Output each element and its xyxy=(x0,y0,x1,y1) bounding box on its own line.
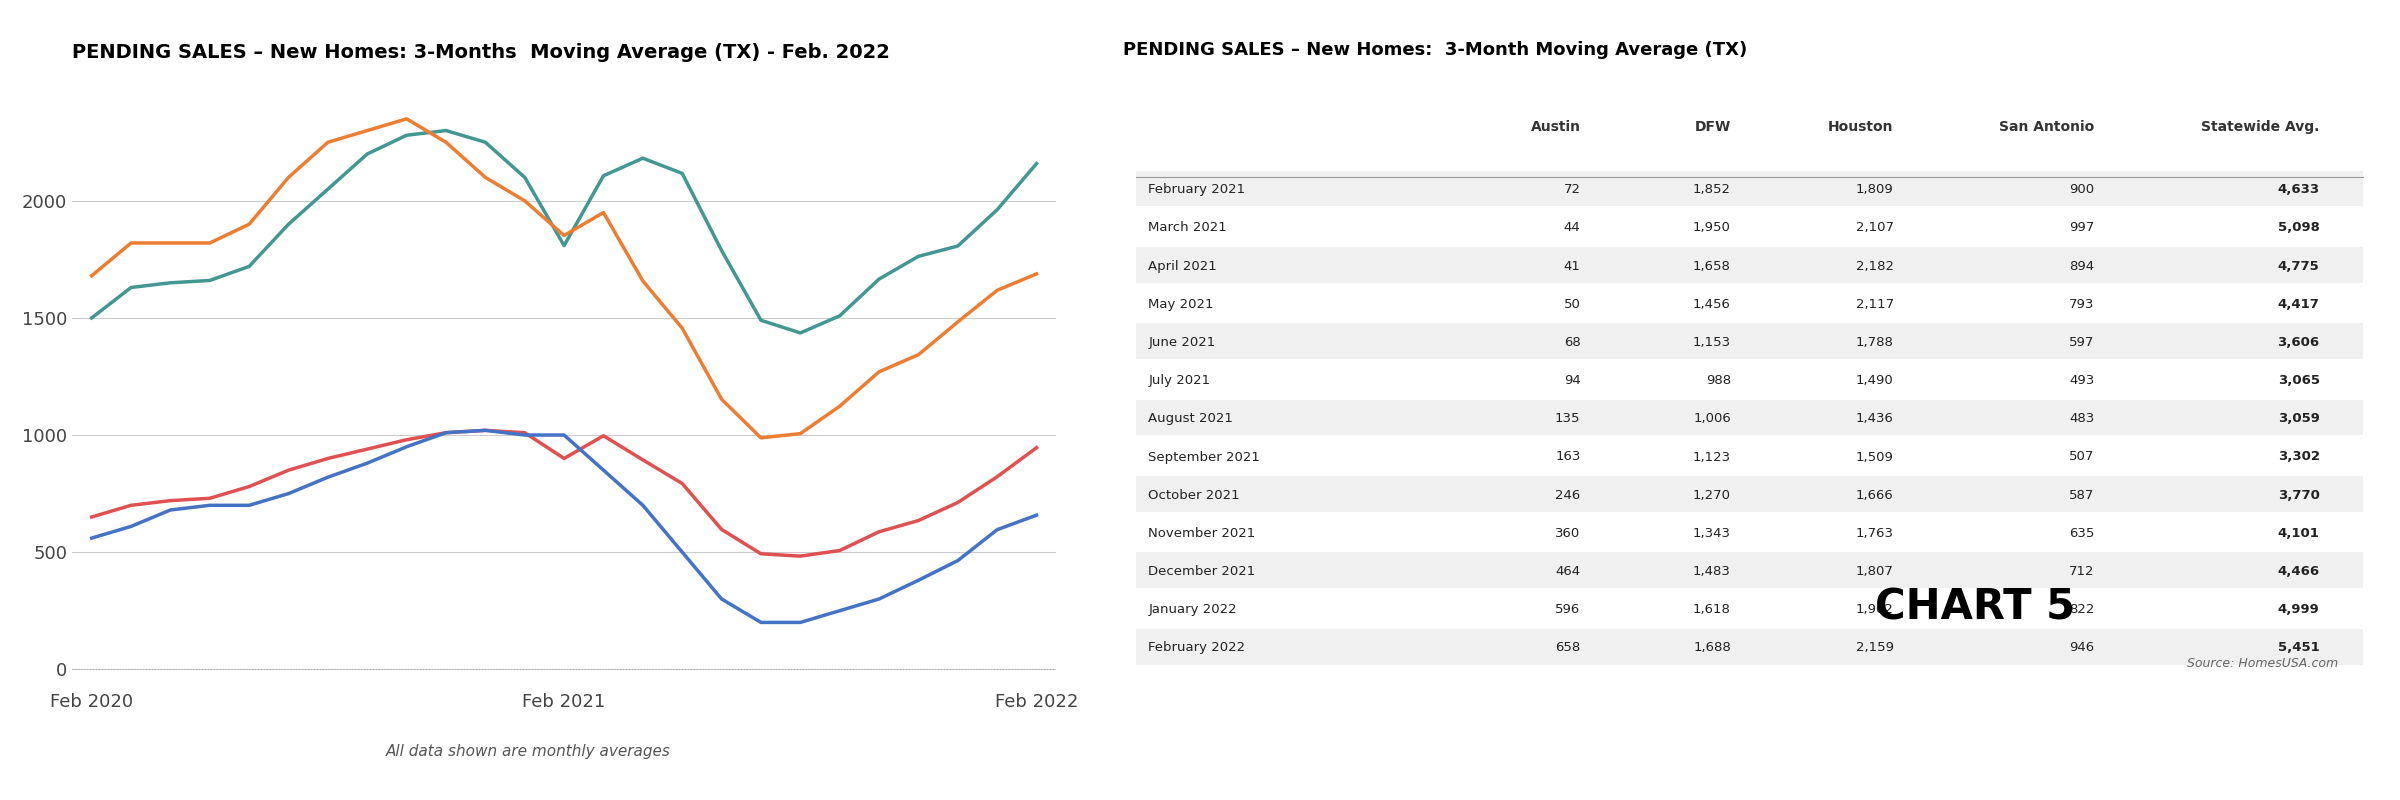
Text: March 2021: March 2021 xyxy=(1147,222,1226,234)
Text: 3,065: 3,065 xyxy=(2278,374,2321,387)
Text: PENDING SALES – New Homes: 3-Months  Moving Average (TX) - Feb. 2022: PENDING SALES – New Homes: 3-Months Movi… xyxy=(72,43,890,62)
Text: 1,950: 1,950 xyxy=(1692,222,1730,234)
Text: 2,182: 2,182 xyxy=(1855,259,1894,273)
Text: 997: 997 xyxy=(2069,222,2095,234)
Text: 1,123: 1,123 xyxy=(1692,450,1730,463)
Text: May 2021: May 2021 xyxy=(1147,298,1214,310)
Text: 3,302: 3,302 xyxy=(2278,450,2321,463)
Text: 483: 483 xyxy=(2069,412,2095,426)
FancyBboxPatch shape xyxy=(1135,400,2364,435)
Text: 1,807: 1,807 xyxy=(1855,565,1894,578)
Text: 72: 72 xyxy=(1562,183,1582,196)
Text: 900: 900 xyxy=(2069,183,2095,196)
FancyBboxPatch shape xyxy=(1135,629,2364,665)
Text: 68: 68 xyxy=(1565,336,1582,349)
Text: July 2021: July 2021 xyxy=(1147,374,1210,387)
Text: 1,809: 1,809 xyxy=(1855,183,1894,196)
Text: All data shown are monthly averages: All data shown are monthly averages xyxy=(386,744,670,759)
Text: 597: 597 xyxy=(2069,336,2095,349)
Text: 1,763: 1,763 xyxy=(1855,527,1894,540)
Text: 5,098: 5,098 xyxy=(2278,222,2321,234)
Text: 2,117: 2,117 xyxy=(1855,298,1894,310)
Text: 587: 587 xyxy=(2069,489,2095,502)
Text: February 2022: February 2022 xyxy=(1147,642,1246,654)
Text: 1,962: 1,962 xyxy=(1855,603,1894,616)
Text: DFW: DFW xyxy=(1694,119,1730,134)
Text: 1,852: 1,852 xyxy=(1692,183,1730,196)
Text: 4,101: 4,101 xyxy=(2278,527,2321,540)
Text: 793: 793 xyxy=(2069,298,2095,310)
Text: Austin: Austin xyxy=(1531,119,1582,134)
Text: 946: 946 xyxy=(2069,642,2095,654)
Text: October 2021: October 2021 xyxy=(1147,489,1241,502)
Text: 2,107: 2,107 xyxy=(1855,222,1894,234)
Text: 1,788: 1,788 xyxy=(1855,336,1894,349)
Text: 658: 658 xyxy=(1555,642,1582,654)
FancyBboxPatch shape xyxy=(1135,553,2364,588)
Text: April 2021: April 2021 xyxy=(1147,259,1217,273)
Text: 1,688: 1,688 xyxy=(1692,642,1730,654)
Text: 894: 894 xyxy=(2069,259,2095,273)
Text: 41: 41 xyxy=(1565,259,1582,273)
Text: 1,270: 1,270 xyxy=(1692,489,1730,502)
Text: November 2021: November 2021 xyxy=(1147,527,1255,540)
FancyBboxPatch shape xyxy=(1135,476,2364,512)
Text: February 2021: February 2021 xyxy=(1147,183,1246,196)
Text: Houston: Houston xyxy=(1829,119,1894,134)
Text: 4,775: 4,775 xyxy=(2278,259,2321,273)
Text: CHART 5: CHART 5 xyxy=(1874,587,2076,629)
Text: September 2021: September 2021 xyxy=(1147,450,1260,463)
Text: 94: 94 xyxy=(1565,374,1582,387)
Text: 1,006: 1,006 xyxy=(1692,412,1730,426)
Text: 1,658: 1,658 xyxy=(1692,259,1730,273)
Text: 1,343: 1,343 xyxy=(1692,527,1730,540)
Text: 1,483: 1,483 xyxy=(1692,565,1730,578)
Text: 4,466: 4,466 xyxy=(2278,565,2321,578)
Text: 822: 822 xyxy=(2069,603,2095,616)
Text: 135: 135 xyxy=(1555,412,1582,426)
Text: 5,451: 5,451 xyxy=(2278,642,2321,654)
Text: 3,606: 3,606 xyxy=(2278,336,2321,349)
Text: 1,456: 1,456 xyxy=(1692,298,1730,310)
Text: 1,436: 1,436 xyxy=(1855,412,1894,426)
Text: 163: 163 xyxy=(1555,450,1582,463)
Text: 596: 596 xyxy=(1555,603,1582,616)
Text: 4,999: 4,999 xyxy=(2278,603,2321,616)
Text: 1,666: 1,666 xyxy=(1855,489,1894,502)
Text: June 2021: June 2021 xyxy=(1147,336,1217,349)
Text: San Antonio: San Antonio xyxy=(1999,119,2095,134)
Text: 493: 493 xyxy=(2069,374,2095,387)
Text: 1,153: 1,153 xyxy=(1692,336,1730,349)
Text: 4,417: 4,417 xyxy=(2278,298,2321,310)
Text: 3,059: 3,059 xyxy=(2278,412,2321,426)
FancyBboxPatch shape xyxy=(1135,247,2364,282)
Text: PENDING SALES – New Homes:  3-Month Moving Average (TX): PENDING SALES – New Homes: 3-Month Movin… xyxy=(1123,42,1747,59)
Text: 50: 50 xyxy=(1565,298,1582,310)
Text: 360: 360 xyxy=(1555,527,1582,540)
Text: 1,618: 1,618 xyxy=(1692,603,1730,616)
Text: 464: 464 xyxy=(1555,565,1582,578)
FancyBboxPatch shape xyxy=(1135,323,2364,359)
Text: 1,509: 1,509 xyxy=(1855,450,1894,463)
Text: Source: HomesUSA.com: Source: HomesUSA.com xyxy=(2186,657,2338,670)
Text: January 2022: January 2022 xyxy=(1147,603,1236,616)
Text: 712: 712 xyxy=(2069,565,2095,578)
Text: 988: 988 xyxy=(1706,374,1730,387)
Text: 44: 44 xyxy=(1565,222,1582,234)
FancyBboxPatch shape xyxy=(1135,170,2364,206)
Text: Statewide Avg.: Statewide Avg. xyxy=(2201,119,2321,134)
Text: 246: 246 xyxy=(1555,489,1582,502)
Text: 1,490: 1,490 xyxy=(1855,374,1894,387)
Text: 4,633: 4,633 xyxy=(2278,183,2321,196)
Text: August 2021: August 2021 xyxy=(1147,412,1234,426)
Text: 2,159: 2,159 xyxy=(1855,642,1894,654)
Text: 507: 507 xyxy=(2069,450,2095,463)
Text: 3,770: 3,770 xyxy=(2278,489,2321,502)
Text: 635: 635 xyxy=(2069,527,2095,540)
Text: December 2021: December 2021 xyxy=(1147,565,1255,578)
